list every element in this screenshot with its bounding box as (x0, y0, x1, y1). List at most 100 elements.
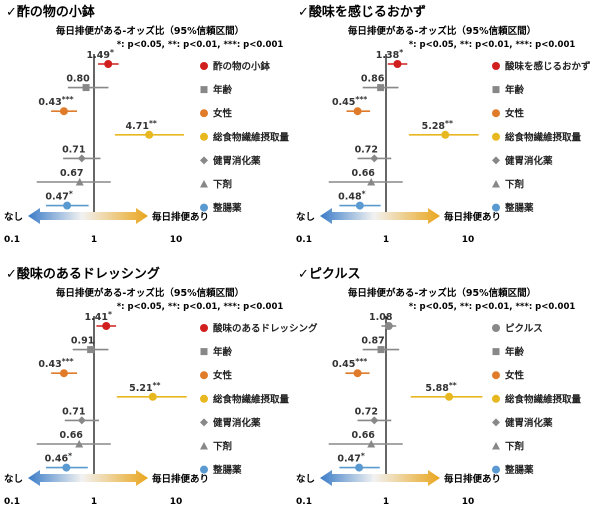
or-value-label: 1.38* (376, 48, 403, 61)
significance-stars: ** (445, 119, 453, 128)
point-estimate (75, 440, 84, 448)
point-estimate (370, 154, 379, 163)
point-estimate (377, 346, 385, 354)
arrow-right-label: 毎日排便あり (444, 211, 501, 223)
or-value: 0.43 (38, 97, 61, 108)
significance-stars: ** (149, 119, 157, 128)
legend-label: 年齢 (213, 84, 233, 96)
point-estimate (77, 416, 86, 425)
legend-marker (200, 62, 208, 70)
legend-marker (492, 62, 500, 70)
or-value: 0.46 (45, 454, 69, 465)
or-value-label: 0.72 (355, 406, 378, 417)
or-value: 5.21 (129, 383, 152, 394)
significance-stars: *** (355, 357, 367, 366)
forest-row: 0.80 年齢 (66, 74, 232, 97)
legend-label: 酸味のあるドレッシング (213, 323, 318, 335)
panel-subtitle: 毎日排便がある-オッズ比（95%信頼区間） (56, 287, 244, 299)
legend-label: 総食物繊維摂取量 (213, 131, 290, 143)
x-tick-label: 0.1 (4, 497, 20, 507)
or-value: 0.87 (361, 336, 384, 347)
arrow-left-label: なし (4, 474, 23, 485)
legend-label: 健胃消化薬 (213, 417, 261, 429)
legend-marker (492, 348, 500, 356)
panel-title: ✓酸味のあるドレッシング (6, 266, 160, 282)
significance-stars: * (361, 452, 365, 461)
legend-label: 年齢 (213, 346, 233, 358)
or-value: 1.49 (87, 50, 110, 61)
or-value-label: 4.71** (126, 119, 157, 132)
legend-marker (492, 109, 500, 118)
significance-stars: *** (355, 95, 367, 104)
forest-row: 5.88** 総食物繊維摂取量 (410, 381, 582, 405)
point-estimate (104, 60, 113, 68)
legend-label: 酢の物の小鉢 (213, 61, 271, 73)
legend-marker (492, 371, 500, 380)
or-value-label: 0.45*** (332, 357, 367, 370)
or-value-label: 0.91 (71, 336, 94, 347)
significance-stars: * (68, 452, 72, 461)
arrow-right-label: 毎日排便あり (152, 211, 209, 223)
x-tick-label: 1 (91, 497, 97, 507)
significance-stars: * (399, 48, 403, 57)
point-estimate (377, 84, 385, 92)
legend-label: 総食物繊維摂取量 (505, 131, 582, 143)
legend-label: 健胃消化薬 (505, 155, 553, 167)
or-value-label: 0.47* (45, 190, 72, 203)
forest-row: 0.66 下剤 (328, 430, 524, 453)
point-estimate (445, 392, 454, 401)
or-value-label: 0.66 (351, 168, 375, 179)
x-tick-label: 0.1 (4, 235, 20, 245)
or-value-label: 1.41* (85, 310, 112, 323)
forest-row: 1.38* 酸味を感じるおかず (376, 48, 591, 73)
legend-marker (200, 418, 208, 427)
forest-row: 0.47* 整腸薬 (337, 452, 534, 477)
or-value: 0.47 (45, 192, 68, 203)
forest-row: 0.46* 整腸薬 (45, 452, 242, 477)
forest-row: 0.71 健胃消化薬 (62, 406, 261, 429)
or-value-label: 0.80 (66, 74, 90, 85)
x-tick-label: 10 (170, 497, 183, 507)
point-estimate (87, 346, 95, 354)
forest-row: 5.21** 総食物繊維摂取量 (116, 381, 290, 405)
panel-title: ✓酸味を感じるおかず (298, 4, 426, 20)
forest-row: 0.43*** 女性 (38, 357, 232, 382)
double-arrow-gradient (28, 470, 148, 486)
x-tick-label: 0.1 (296, 235, 312, 245)
double-arrow-gradient (28, 208, 148, 224)
or-value-label: 0.72 (355, 144, 378, 155)
legend-marker (200, 394, 208, 403)
or-value-label: 5.88** (425, 381, 456, 394)
or-value-label: 0.45*** (332, 95, 367, 108)
legend-marker (200, 86, 208, 94)
or-value: 0.72 (355, 406, 378, 417)
panel-subtitle: 毎日排便がある-オッズ比（95%信頼区間） (56, 25, 244, 37)
legend-marker (200, 132, 208, 141)
or-value: 5.88 (425, 383, 449, 394)
point-estimate (355, 201, 364, 210)
forest-row: 0.72 健胃消化薬 (355, 406, 553, 429)
or-value: 0.67 (60, 168, 83, 179)
legend-label: 女性 (505, 370, 525, 382)
significance-note: *: p<0.05, **: p<0.01, ***: p<0.001 (409, 40, 576, 50)
forest-row: 0.66 下剤 (36, 430, 232, 453)
or-value: 0.71 (62, 406, 85, 417)
legend-marker (200, 180, 208, 188)
or-value-label: 0.43*** (38, 357, 73, 370)
legend-label: 整腸薬 (504, 464, 534, 476)
forest-row: 0.66 下剤 (328, 168, 524, 191)
or-value: 0.43 (38, 359, 61, 370)
significance-stars: * (108, 310, 112, 319)
or-value-label: 5.21** (129, 381, 160, 394)
point-estimate (441, 130, 450, 139)
legend-label: 健胃消化薬 (505, 417, 553, 429)
forest-row: 0.48* 整腸薬 (338, 190, 534, 215)
legend-label: 整腸薬 (504, 202, 534, 214)
panel-title: ✓ピクルス (298, 267, 361, 282)
point-estimate (59, 107, 68, 116)
or-value: 0.80 (66, 74, 90, 85)
or-value: 0.86 (361, 74, 385, 85)
legend-label: 総食物繊維摂取量 (213, 393, 290, 405)
